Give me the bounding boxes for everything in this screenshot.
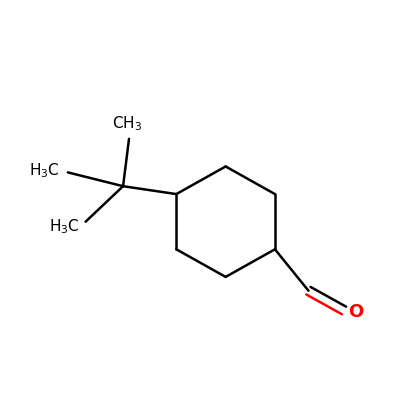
Text: O: O [348,304,364,322]
Text: H$_3$C: H$_3$C [29,161,60,180]
Text: CH$_3$: CH$_3$ [112,114,142,133]
Text: H$_3$C: H$_3$C [49,218,80,236]
